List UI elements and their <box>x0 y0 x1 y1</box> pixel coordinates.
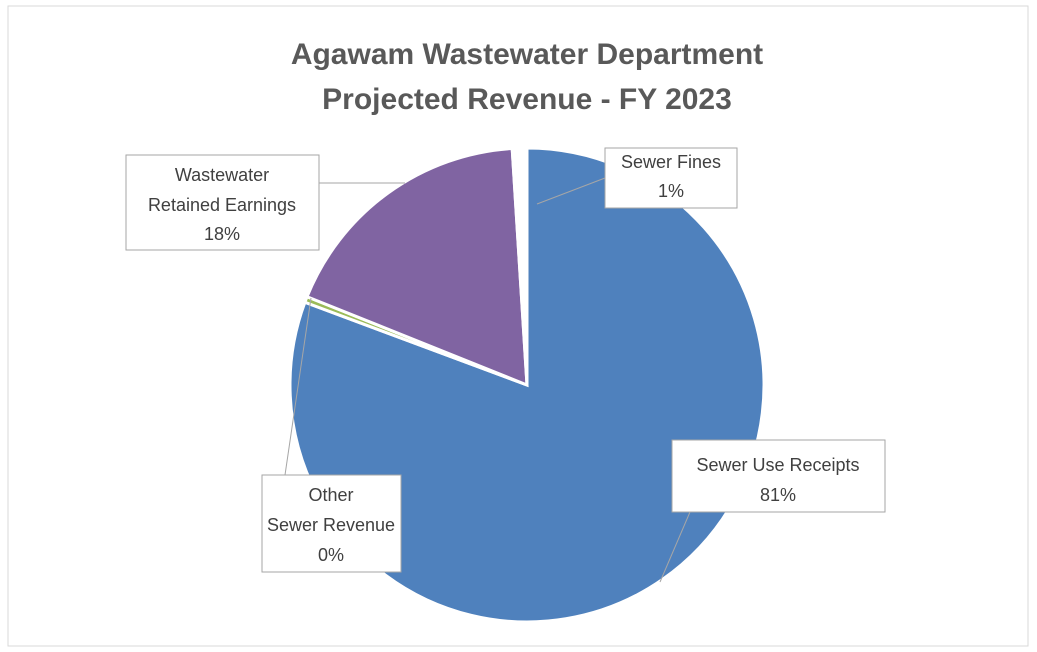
label-box <box>125 154 320 251</box>
leader-line <box>659 511 691 583</box>
leader-line <box>284 297 312 476</box>
chart-title: Agawam Wastewater Department <box>291 38 763 71</box>
slice-value-label: 1% <box>658 181 684 201</box>
slice-label: Other Sewer Revenue <box>267 485 395 535</box>
slice-label: Sewer Use Receipts <box>696 455 859 475</box>
slice-label: Sewer Fines <box>621 152 721 172</box>
pie-slice <box>305 146 529 388</box>
label-box <box>261 474 402 573</box>
leader-line <box>536 177 606 205</box>
slice-label: Wastewater Retained Earnings <box>148 165 296 215</box>
slice-value-label: 18% <box>204 224 240 244</box>
pie-slice <box>510 146 529 386</box>
label-box <box>671 439 886 513</box>
label-box <box>604 147 738 209</box>
slice-value-label: 81% <box>760 485 796 505</box>
chart-title: Projected Revenue - FY 2023 <box>322 83 732 116</box>
slice-value-label: 0% <box>318 545 344 565</box>
